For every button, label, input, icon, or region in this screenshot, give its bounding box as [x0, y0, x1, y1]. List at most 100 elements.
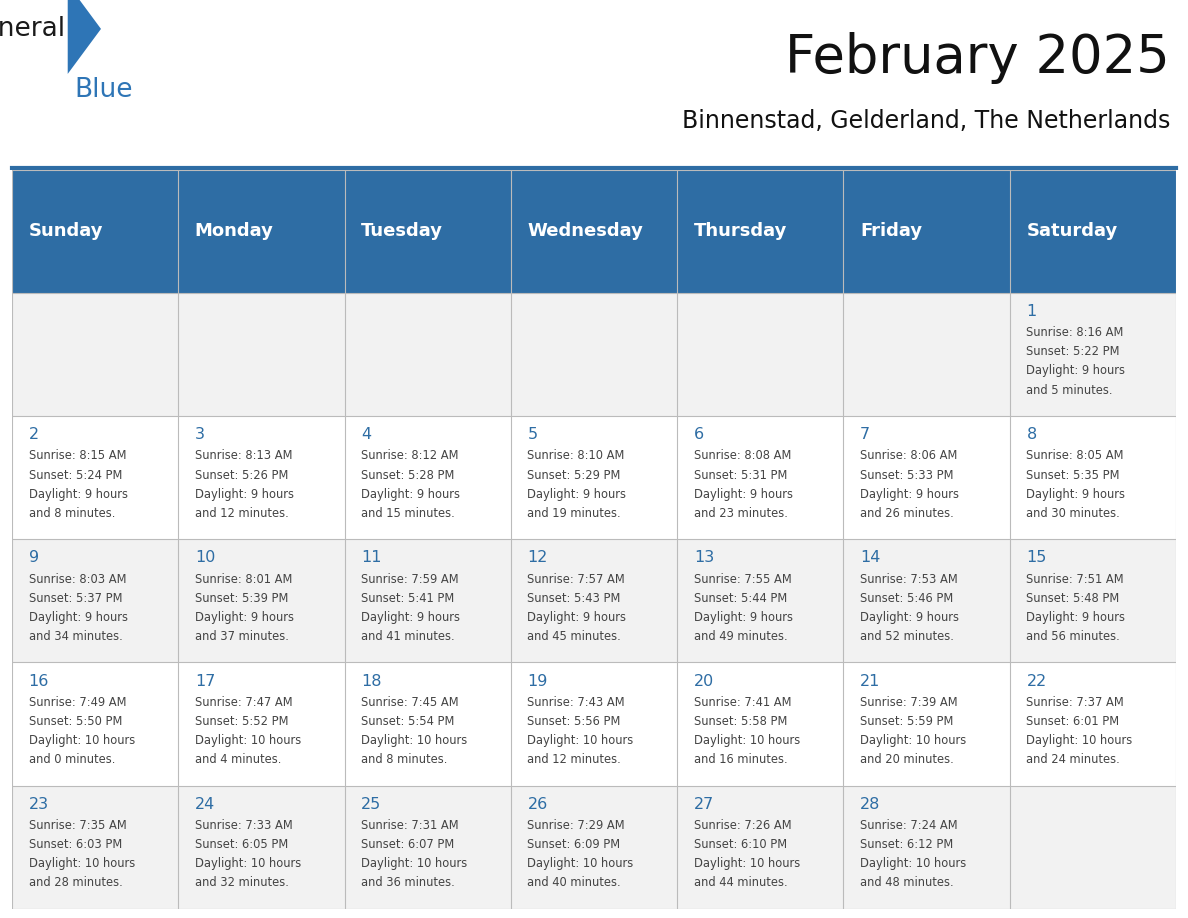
- Text: Daylight: 10 hours: Daylight: 10 hours: [195, 857, 301, 870]
- Text: Sunrise: 8:05 AM: Sunrise: 8:05 AM: [1026, 450, 1124, 463]
- Text: 5: 5: [527, 427, 538, 442]
- Text: Daylight: 9 hours: Daylight: 9 hours: [527, 487, 626, 500]
- Text: Daylight: 10 hours: Daylight: 10 hours: [860, 857, 966, 870]
- Text: Sunset: 5:35 PM: Sunset: 5:35 PM: [1026, 468, 1120, 482]
- Text: and 32 minutes.: and 32 minutes.: [195, 876, 289, 890]
- Text: Blue: Blue: [75, 77, 133, 103]
- Text: 16: 16: [29, 674, 49, 688]
- Text: Sunrise: 8:06 AM: Sunrise: 8:06 AM: [860, 450, 958, 463]
- Text: Daylight: 10 hours: Daylight: 10 hours: [694, 857, 800, 870]
- Text: Wednesday: Wednesday: [527, 222, 644, 241]
- Text: Sunrise: 7:26 AM: Sunrise: 7:26 AM: [694, 819, 791, 832]
- Text: Sunset: 5:31 PM: Sunset: 5:31 PM: [694, 468, 788, 482]
- Text: 17: 17: [195, 674, 215, 688]
- Text: Daylight: 9 hours: Daylight: 9 hours: [195, 610, 293, 623]
- Text: and 34 minutes.: and 34 minutes.: [29, 630, 122, 643]
- Text: Sunset: 5:50 PM: Sunset: 5:50 PM: [29, 715, 122, 728]
- Text: 27: 27: [694, 797, 714, 812]
- Text: Sunrise: 8:12 AM: Sunrise: 8:12 AM: [361, 450, 459, 463]
- Bar: [12, 293, 1176, 416]
- Text: 3: 3: [195, 427, 204, 442]
- Text: Daylight: 9 hours: Daylight: 9 hours: [694, 610, 792, 623]
- Text: and 23 minutes.: and 23 minutes.: [694, 507, 788, 520]
- Text: 6: 6: [694, 427, 704, 442]
- Text: Daylight: 10 hours: Daylight: 10 hours: [527, 733, 633, 747]
- Text: Sunset: 5:44 PM: Sunset: 5:44 PM: [694, 592, 786, 605]
- Text: Daylight: 10 hours: Daylight: 10 hours: [29, 733, 134, 747]
- Text: Daylight: 10 hours: Daylight: 10 hours: [860, 733, 966, 747]
- Text: Sunrise: 7:49 AM: Sunrise: 7:49 AM: [29, 696, 126, 709]
- Text: Sunrise: 7:29 AM: Sunrise: 7:29 AM: [527, 819, 625, 832]
- Text: Tuesday: Tuesday: [361, 222, 443, 241]
- Text: Daylight: 10 hours: Daylight: 10 hours: [195, 733, 301, 747]
- Text: 7: 7: [860, 427, 871, 442]
- Text: and 16 minutes.: and 16 minutes.: [694, 753, 788, 766]
- Text: Sunset: 5:48 PM: Sunset: 5:48 PM: [1026, 592, 1119, 605]
- Text: 9: 9: [29, 551, 39, 565]
- Text: Sunrise: 7:43 AM: Sunrise: 7:43 AM: [527, 696, 625, 709]
- Text: 26: 26: [527, 797, 548, 812]
- Text: Sunset: 6:07 PM: Sunset: 6:07 PM: [361, 838, 454, 851]
- Text: Sunset: 6:01 PM: Sunset: 6:01 PM: [1026, 715, 1119, 728]
- Text: and 30 minutes.: and 30 minutes.: [1026, 507, 1120, 520]
- Text: Sunrise: 7:35 AM: Sunrise: 7:35 AM: [29, 819, 126, 832]
- Text: Sunrise: 7:45 AM: Sunrise: 7:45 AM: [361, 696, 459, 709]
- Bar: [12, 416, 1176, 539]
- Text: Sunset: 5:22 PM: Sunset: 5:22 PM: [1026, 345, 1120, 358]
- Text: Sunset: 5:59 PM: Sunset: 5:59 PM: [860, 715, 954, 728]
- Text: and 24 minutes.: and 24 minutes.: [1026, 753, 1120, 766]
- Text: Sunset: 5:24 PM: Sunset: 5:24 PM: [29, 468, 122, 482]
- Text: 11: 11: [361, 551, 381, 565]
- Text: Daylight: 9 hours: Daylight: 9 hours: [361, 610, 460, 623]
- Text: Sunrise: 7:57 AM: Sunrise: 7:57 AM: [527, 573, 625, 586]
- Text: Sunset: 5:43 PM: Sunset: 5:43 PM: [527, 592, 621, 605]
- Text: Sunrise: 8:08 AM: Sunrise: 8:08 AM: [694, 450, 791, 463]
- Text: Sunrise: 8:01 AM: Sunrise: 8:01 AM: [195, 573, 292, 586]
- Polygon shape: [68, 0, 101, 74]
- Text: Daylight: 10 hours: Daylight: 10 hours: [527, 857, 633, 870]
- Text: Sunset: 6:03 PM: Sunset: 6:03 PM: [29, 838, 121, 851]
- Text: Daylight: 9 hours: Daylight: 9 hours: [29, 610, 127, 623]
- Text: Sunset: 6:09 PM: Sunset: 6:09 PM: [527, 838, 620, 851]
- Text: 15: 15: [1026, 551, 1047, 565]
- Text: and 45 minutes.: and 45 minutes.: [527, 630, 621, 643]
- Text: Saturday: Saturday: [1026, 222, 1118, 241]
- Text: Sunset: 5:56 PM: Sunset: 5:56 PM: [527, 715, 621, 728]
- Text: and 36 minutes.: and 36 minutes.: [361, 876, 455, 890]
- Text: and 40 minutes.: and 40 minutes.: [527, 876, 621, 890]
- Text: Daylight: 9 hours: Daylight: 9 hours: [195, 487, 293, 500]
- Text: and 49 minutes.: and 49 minutes.: [694, 630, 788, 643]
- Text: and 48 minutes.: and 48 minutes.: [860, 876, 954, 890]
- Text: Sunrise: 7:24 AM: Sunrise: 7:24 AM: [860, 819, 958, 832]
- Text: Sunrise: 8:15 AM: Sunrise: 8:15 AM: [29, 450, 126, 463]
- Text: 13: 13: [694, 551, 714, 565]
- Text: 19: 19: [527, 674, 548, 688]
- Text: Sunset: 5:37 PM: Sunset: 5:37 PM: [29, 592, 122, 605]
- Text: Sunset: 6:12 PM: Sunset: 6:12 PM: [860, 838, 953, 851]
- Text: Daylight: 9 hours: Daylight: 9 hours: [1026, 364, 1125, 377]
- Bar: [12, 170, 1176, 293]
- Text: Sunrise: 7:37 AM: Sunrise: 7:37 AM: [1026, 696, 1124, 709]
- Text: and 0 minutes.: and 0 minutes.: [29, 753, 115, 766]
- Text: 23: 23: [29, 797, 49, 812]
- Text: Sunrise: 8:10 AM: Sunrise: 8:10 AM: [527, 450, 625, 463]
- Text: Sunset: 5:52 PM: Sunset: 5:52 PM: [195, 715, 289, 728]
- Bar: [12, 786, 1176, 909]
- Text: Daylight: 9 hours: Daylight: 9 hours: [860, 610, 959, 623]
- Text: Sunset: 5:54 PM: Sunset: 5:54 PM: [361, 715, 455, 728]
- Text: General: General: [0, 16, 65, 42]
- Text: 10: 10: [195, 551, 215, 565]
- Text: Sunset: 5:26 PM: Sunset: 5:26 PM: [195, 468, 289, 482]
- Text: and 28 minutes.: and 28 minutes.: [29, 876, 122, 890]
- Text: Daylight: 10 hours: Daylight: 10 hours: [694, 733, 800, 747]
- Text: and 19 minutes.: and 19 minutes.: [527, 507, 621, 520]
- Text: 8: 8: [1026, 427, 1037, 442]
- Text: Sunrise: 7:51 AM: Sunrise: 7:51 AM: [1026, 573, 1124, 586]
- Text: Sunrise: 7:39 AM: Sunrise: 7:39 AM: [860, 696, 958, 709]
- Text: Daylight: 9 hours: Daylight: 9 hours: [527, 610, 626, 623]
- Text: and 56 minutes.: and 56 minutes.: [1026, 630, 1120, 643]
- Text: Daylight: 9 hours: Daylight: 9 hours: [694, 487, 792, 500]
- Text: Sunrise: 7:33 AM: Sunrise: 7:33 AM: [195, 819, 292, 832]
- Text: and 44 minutes.: and 44 minutes.: [694, 876, 788, 890]
- Text: Sunset: 5:39 PM: Sunset: 5:39 PM: [195, 592, 289, 605]
